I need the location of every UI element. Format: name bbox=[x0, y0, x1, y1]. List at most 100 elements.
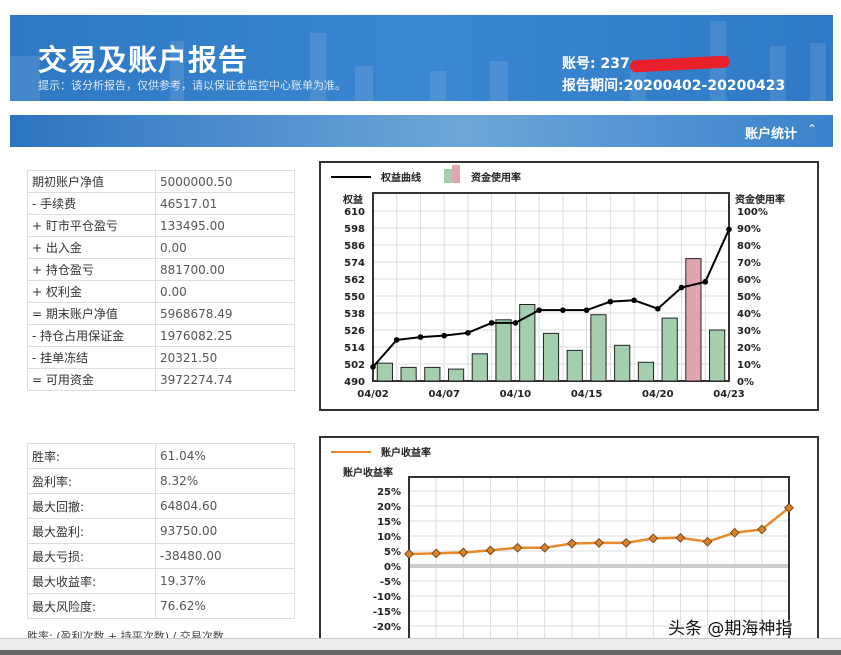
period-value: 20200402-20200423 bbox=[623, 78, 786, 94]
usage-bar bbox=[447, 368, 465, 382]
row-label: 最大风险度: bbox=[27, 593, 156, 619]
disclaimer-tip: 提示：该分析报告，仅供参考，请以保证金监控中心账单为准。 bbox=[38, 79, 346, 92]
table-row: 期初账户净值 5000000.50 bbox=[27, 170, 295, 193]
table-row: 盈利率: 8.32% bbox=[27, 468, 295, 494]
y-axis-right-label: 资金使用率 bbox=[735, 193, 785, 206]
y-tick-right: 90% bbox=[737, 224, 761, 235]
y-tick-left: 514 bbox=[344, 343, 365, 354]
y-tick-left: 526 bbox=[344, 326, 365, 337]
plot-frame bbox=[408, 476, 790, 655]
table-row: - 持仓占用保证金 1976082.25 bbox=[27, 324, 295, 347]
equity-point bbox=[583, 307, 590, 313]
usage-bar bbox=[519, 304, 536, 382]
table-row: 胜率: 61.04% bbox=[27, 443, 295, 469]
row-value: 64804.60 bbox=[155, 493, 295, 519]
usage-bar bbox=[590, 314, 607, 382]
return-point bbox=[594, 537, 604, 548]
y-tick-left: 550 bbox=[344, 292, 365, 303]
x-tick: 04/23 bbox=[713, 389, 745, 400]
return-point bbox=[458, 547, 469, 558]
y-tick-left: 574 bbox=[344, 258, 365, 269]
y-tick: 15% bbox=[377, 517, 401, 528]
y-tick-left: 538 bbox=[344, 309, 365, 320]
equity-usage-chart: 权益曲线 资金使用率 权益 资金使用率 490 0% 502 10% 514 20% 526 30% 5… bbox=[319, 161, 819, 411]
y-tick: -20% bbox=[373, 622, 401, 633]
report-period: 报告期间:20200402-20200423 bbox=[562, 75, 785, 95]
return-point bbox=[485, 545, 496, 556]
x-tick: 04/07 bbox=[428, 389, 460, 400]
equity-point bbox=[702, 279, 709, 285]
equity-point bbox=[607, 298, 614, 305]
row-value: 76.62% bbox=[155, 593, 295, 619]
x-tick: 04/10 bbox=[500, 389, 532, 400]
return-point bbox=[404, 549, 414, 559]
page-title: 交易及账户报告 bbox=[38, 43, 249, 77]
legend-label-return: 账户收益率 bbox=[381, 446, 431, 459]
return-point bbox=[729, 527, 740, 538]
y-tick: 0% bbox=[384, 562, 401, 573]
return-point bbox=[675, 532, 686, 543]
row-value: 61.04% bbox=[155, 443, 295, 469]
usage-bar bbox=[614, 344, 631, 382]
chevron-up-icon[interactable]: ⌃ bbox=[806, 122, 817, 136]
performance-stats-table: 胜率: 61.04% 盈利率: 8.32% 最大回撤: 64804.60 最大盈利: 9375… bbox=[27, 443, 295, 619]
y-tick-left: 490 bbox=[344, 377, 365, 388]
account-label: 账号: bbox=[562, 56, 596, 72]
row-value: 46517.01 bbox=[155, 192, 295, 215]
section-header-account-stats[interactable]: 账户统计 ⌃ bbox=[10, 115, 833, 147]
y-tick: -10% bbox=[373, 592, 401, 603]
table-row: 最大风险度: 76.62% bbox=[27, 593, 295, 619]
account-summary-table: 期初账户净值 5000000.50- 手续费 46517.01 + 盯市平仓盈亏 133… bbox=[27, 170, 295, 391]
equity-point bbox=[512, 320, 519, 326]
table-row: + 出入金 0.00 bbox=[27, 236, 295, 259]
row-value: 8.32% bbox=[155, 468, 295, 494]
row-label: - 手续费 bbox=[27, 192, 156, 215]
row-value: 93750.00 bbox=[155, 518, 295, 544]
row-value: 1976082.25 bbox=[155, 324, 295, 347]
row-label: 最大亏损: bbox=[27, 543, 156, 569]
account-value: 237 bbox=[600, 56, 630, 72]
y-tick-right: 40% bbox=[737, 309, 761, 320]
y-tick-right: 10% bbox=[737, 360, 761, 371]
y-tick-left: 598 bbox=[344, 224, 365, 235]
row-label: - 挂单冻结 bbox=[27, 346, 156, 369]
usage-bar bbox=[376, 362, 393, 382]
table-row: 最大亏损: -38480.00 bbox=[27, 543, 295, 569]
return-point bbox=[431, 548, 442, 559]
y-tick-left: 610 bbox=[344, 207, 365, 218]
usage-bar bbox=[566, 349, 583, 382]
row-label: = 期末账户净值 bbox=[27, 302, 156, 325]
legend-label-equity: 权益曲线 bbox=[380, 171, 421, 184]
equity-point bbox=[488, 320, 495, 326]
x-tick: 04/20 bbox=[642, 389, 674, 400]
row-label: 盈利率: bbox=[27, 468, 156, 494]
return-point bbox=[512, 542, 523, 553]
table-row: 最大收益率: 19.37% bbox=[27, 568, 295, 594]
equity-point bbox=[370, 364, 376, 370]
table-row: + 持仓盈亏 881700.00 bbox=[27, 258, 295, 281]
y-tick-right: 0% bbox=[737, 377, 754, 388]
table-row: + 盯市平仓盈亏 133495.00 bbox=[27, 214, 295, 237]
table-row: = 期末账户净值 5968678.49 bbox=[27, 302, 295, 325]
y-tick-right: 60% bbox=[737, 275, 761, 286]
table-row: = 可用资金 3972274.74 bbox=[27, 368, 295, 391]
row-value: 5000000.50 bbox=[155, 170, 295, 193]
row-label: - 持仓占用保证金 bbox=[27, 324, 156, 347]
report-banner: 交易及账户报告 提示：该分析报告，仅供参考，请以保证金监控中心账单为准。 账号:… bbox=[10, 15, 833, 101]
row-label: 最大盈利: bbox=[27, 518, 156, 544]
equity-point bbox=[465, 330, 471, 336]
watermark: 头条 @期海神指 bbox=[668, 619, 793, 639]
usage-bar bbox=[495, 319, 512, 382]
row-label: 期初账户净值 bbox=[27, 170, 156, 193]
row-value: 0.00 bbox=[155, 236, 295, 259]
legend-bar-swatch-high bbox=[452, 165, 460, 183]
row-value: 133495.00 bbox=[155, 214, 295, 237]
y-axis-label: 账户收益率 bbox=[343, 466, 393, 479]
section-title: 账户统计 bbox=[744, 127, 797, 142]
x-tick: 04/15 bbox=[571, 389, 603, 400]
equity-point bbox=[417, 334, 424, 340]
equity-point bbox=[678, 284, 685, 291]
usage-bar bbox=[424, 366, 441, 382]
return-point bbox=[784, 502, 794, 513]
y-tick-right: 20% bbox=[737, 343, 761, 354]
